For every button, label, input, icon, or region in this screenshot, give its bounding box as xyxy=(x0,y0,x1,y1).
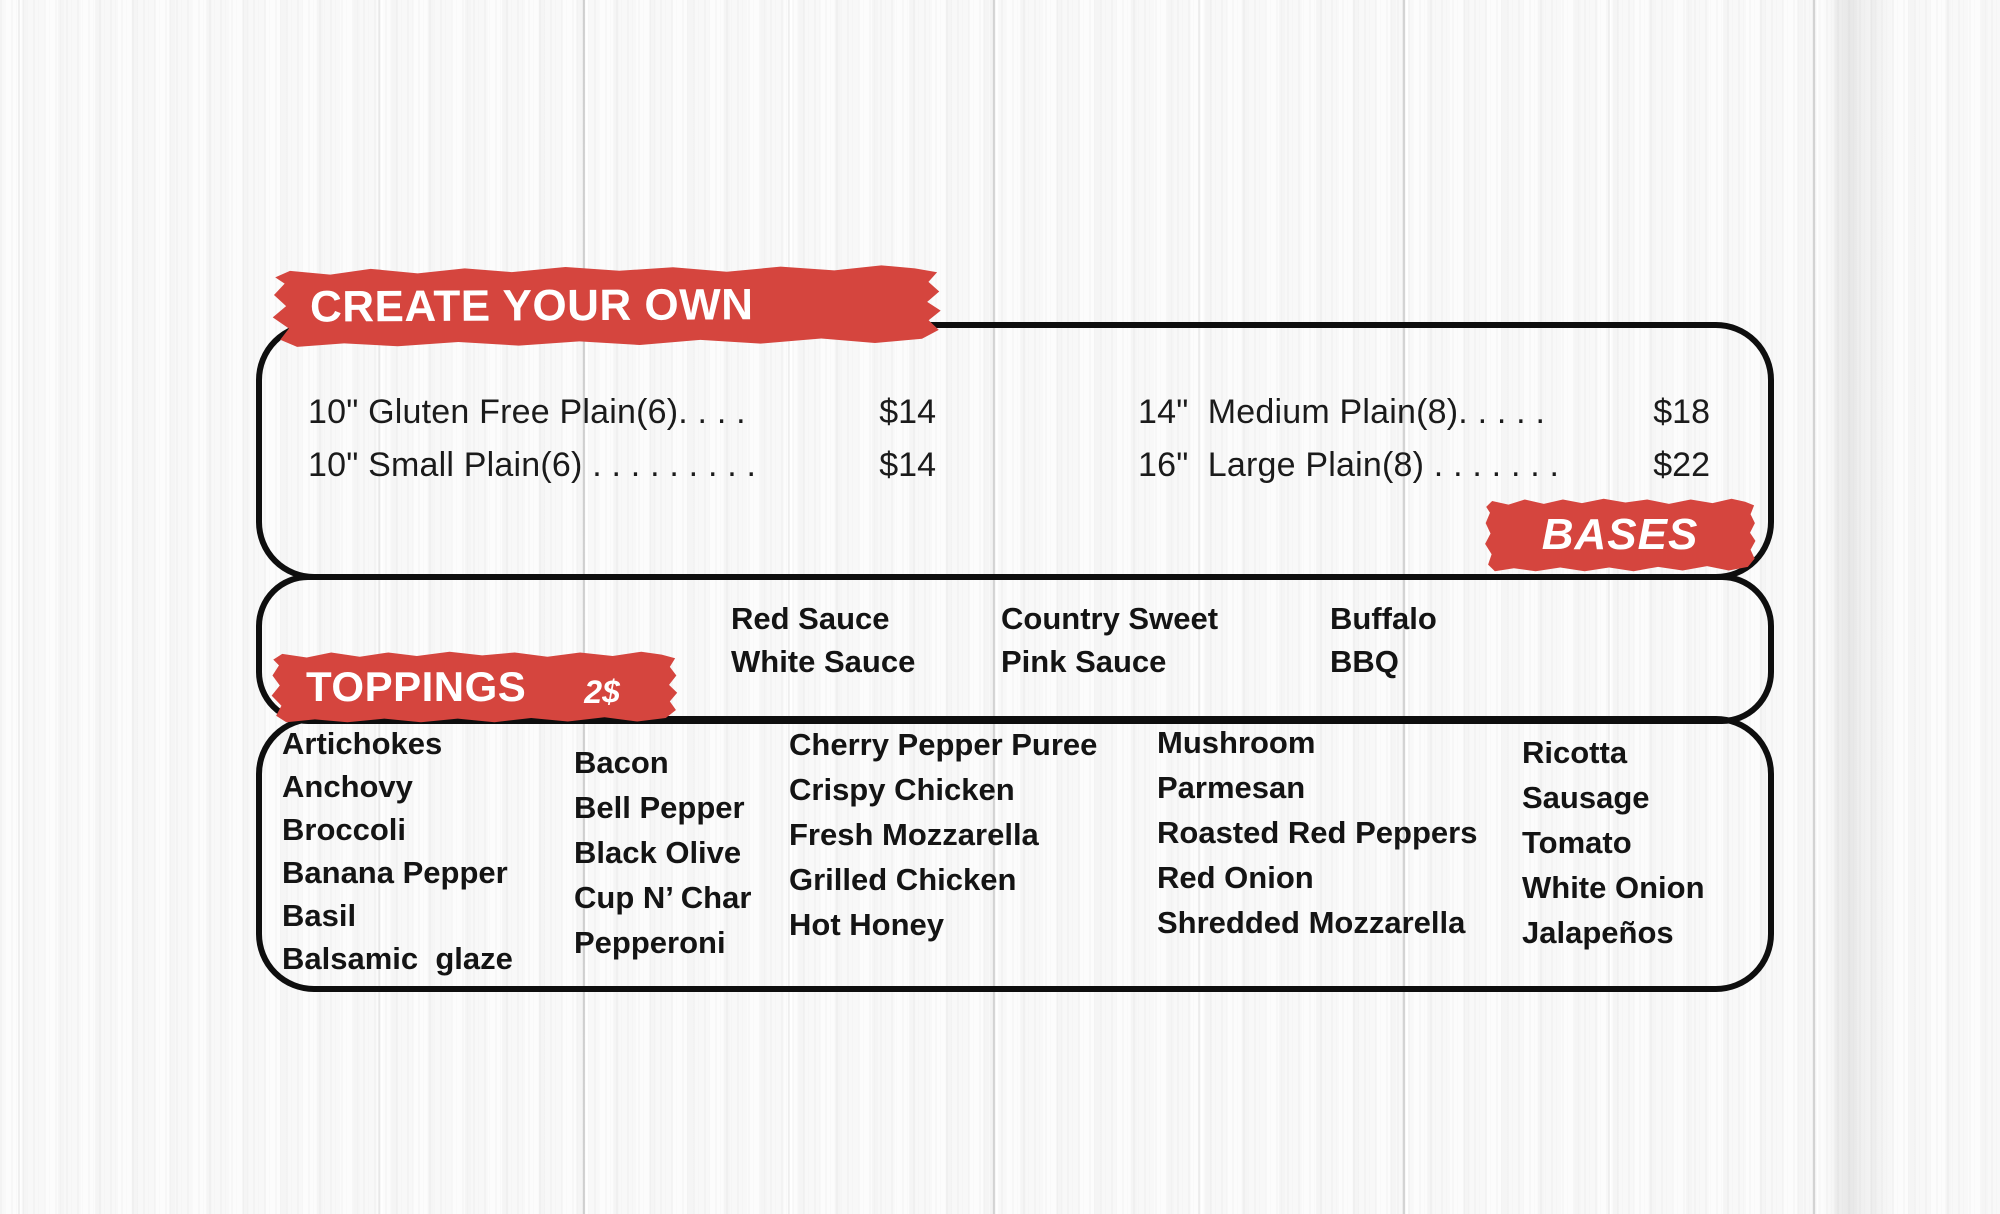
topping-item: Broccoli xyxy=(282,812,407,847)
toppings-column-1: Artichokes Anchovy Broccoli Banana Peppe… xyxy=(282,722,513,980)
topping-item: Banana Pepper xyxy=(282,855,508,890)
topping-item: Shredded Mozzarella xyxy=(1157,905,1466,940)
toppings-column-2: Bacon Bell Pepper Black Olive Cup N’ Cha… xyxy=(574,740,751,965)
menu-item-label: 10" Gluten Free Plain(6). . . . xyxy=(308,393,746,431)
toppings-column-4: Mushroom Parmesan Roasted Red Peppers Re… xyxy=(1157,720,1477,945)
topping-item: Ricotta xyxy=(1522,735,1628,770)
menu-item: 10" Small Plain(6) . . . . . . . . . $14 xyxy=(308,446,936,499)
topping-item: Sausage xyxy=(1522,780,1650,815)
topping-item: Jalapeños xyxy=(1522,915,1674,950)
toppings-column-3: Cherry Pepper Puree Crispy Chicken Fresh… xyxy=(789,722,1097,947)
bases-column-3: Buffalo BBQ xyxy=(1330,597,1437,683)
toppings-banner: TOPPINGS 2$ xyxy=(271,651,678,723)
menu-item: 10" Gluten Free Plain(6). . . . $14 xyxy=(308,393,936,446)
menu-item-price: $18 xyxy=(1653,393,1710,431)
toppings-title: TOPPINGS xyxy=(306,663,527,710)
size-list-left: 10" Gluten Free Plain(6). . . . $14 10" … xyxy=(308,393,936,499)
topping-item: Tomato xyxy=(1522,825,1632,860)
topping-item: Fresh Mozzarella xyxy=(789,817,1039,852)
toppings-box xyxy=(256,716,1774,992)
topping-item: Parmesan xyxy=(1157,770,1306,805)
topping-item: Bell Pepper xyxy=(574,790,745,825)
create-your-own-title: CREATE YOUR OWN xyxy=(309,280,754,332)
bases-column-1: Red Sauce White Sauce xyxy=(731,597,915,683)
topping-item: Balsamic glaze xyxy=(282,941,513,976)
topping-item: Cherry Pepper Puree xyxy=(789,727,1098,762)
menu-item-price: $22 xyxy=(1653,446,1710,484)
menu-item-label: 14" Medium Plain(8). . . . . xyxy=(1138,393,1546,431)
menu-item-label: 10" Small Plain(6) . . . . . . . . . xyxy=(308,446,757,484)
toppings-price-badge: 2$ xyxy=(584,673,620,710)
create-your-own-banner: CREATE YOUR OWN xyxy=(270,264,942,348)
base-item: BBQ xyxy=(1330,644,1399,679)
topping-item: Basil xyxy=(282,898,357,933)
menu-item: 16" Large Plain(8) . . . . . . . $22 xyxy=(1138,446,1710,499)
bases-column-2: Country Sweet Pink Sauce xyxy=(1001,597,1218,683)
topping-item: Mushroom xyxy=(1157,725,1316,760)
base-item: Buffalo xyxy=(1330,601,1437,636)
size-list-right: 14" Medium Plain(8). . . . . $18 16" Lar… xyxy=(1138,393,1710,499)
topping-item: White Onion xyxy=(1522,870,1705,905)
topping-item: Hot Honey xyxy=(789,907,944,942)
menu-item-price: $14 xyxy=(879,393,936,431)
topping-item: Anchovy xyxy=(282,769,413,804)
topping-item: Pepperoni xyxy=(574,925,726,960)
base-item: Red Sauce xyxy=(731,601,890,636)
menu-item: 14" Medium Plain(8). . . . . $18 xyxy=(1138,393,1710,446)
topping-item: Bacon xyxy=(574,745,669,780)
menu-item-price: $14 xyxy=(879,446,936,484)
topping-item: Black Olive xyxy=(574,835,742,870)
bases-title: BASES xyxy=(1541,510,1699,559)
topping-item: Red Onion xyxy=(1157,860,1314,895)
base-item: Country Sweet xyxy=(1001,601,1219,636)
topping-item: Crispy Chicken xyxy=(789,772,1015,807)
base-item: White Sauce xyxy=(731,644,916,679)
topping-item: Artichokes xyxy=(282,726,443,761)
topping-item: Grilled Chicken xyxy=(789,862,1017,897)
menu-item-label: 16" Large Plain(8) . . . . . . . xyxy=(1138,446,1560,484)
bases-banner: BASES xyxy=(1485,498,1756,572)
base-item: Pink Sauce xyxy=(1001,644,1167,679)
wood-grain-shading xyxy=(1822,0,1892,1214)
toppings-column-5: Ricotta Sausage Tomato White Onion Jalap… xyxy=(1522,730,1705,955)
topping-item: Cup N’ Char xyxy=(574,880,752,915)
topping-item: Roasted Red Peppers xyxy=(1157,815,1478,850)
